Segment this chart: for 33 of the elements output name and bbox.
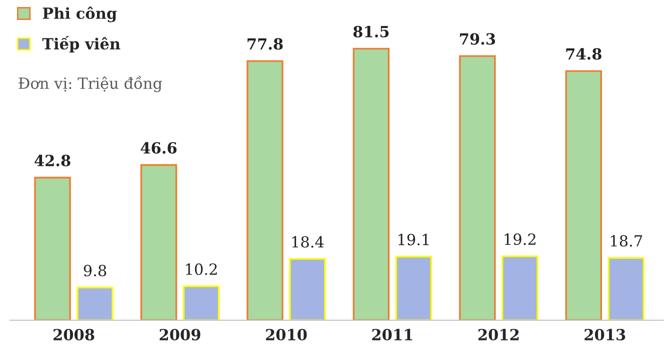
data-label: 19.1 [398,234,429,246]
data-label: 18.7 [610,235,642,247]
x-tick-label: 2013 [584,328,626,340]
annotation: Đơn vị: Triệu đồng [18,76,162,92]
bar [246,60,284,320]
bar [565,70,602,320]
data-label: 10.2 [186,263,217,275]
data-label: 9.8 [84,264,106,276]
data-label: 18.4 [292,236,324,248]
bar [34,176,71,320]
data-label: 42.8 [34,154,70,166]
bar [459,55,496,320]
bar [352,48,390,320]
data-label: 19.2 [504,233,536,245]
data-label: 77.8 [248,38,283,50]
bar [76,286,114,320]
x-tick-label: 2009 [160,328,200,340]
data-label: 79.3 [460,33,496,45]
bar [608,257,644,320]
legend-label: Phi công [42,6,117,22]
bar [140,164,178,320]
x-tick-label: 2011 [372,328,412,340]
data-label: 74.8 [566,48,602,60]
x-tick-label: 2012 [478,328,519,340]
data-label: 81.5 [353,26,389,38]
bar [395,256,432,320]
data-label: 46.6 [140,142,177,154]
x-tick-label: 2010 [266,328,307,340]
legend-label: Tiếp viên [42,36,120,52]
x-tick-label: 2008 [54,328,94,340]
bar [502,255,538,320]
bar [289,258,326,320]
bar [182,285,220,320]
